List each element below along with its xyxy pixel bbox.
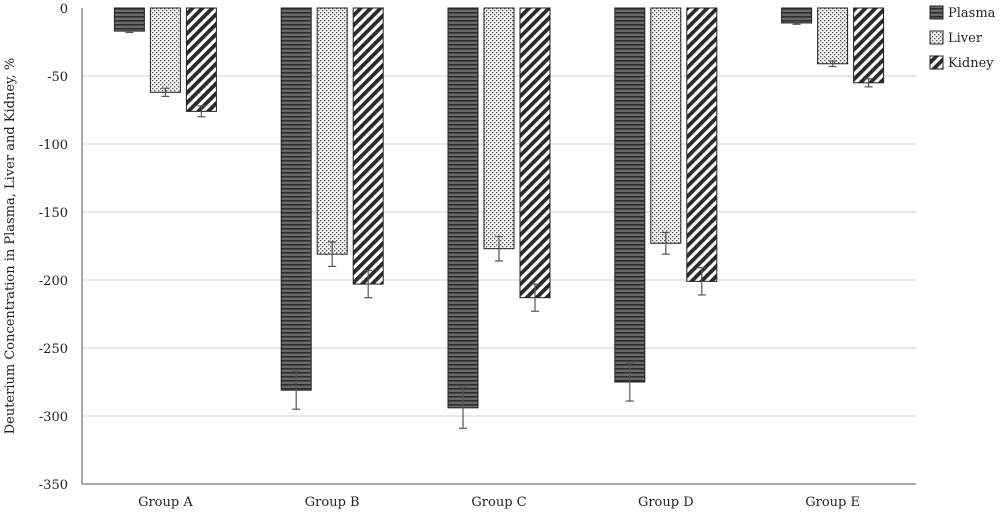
legend-label-liver: Liver (948, 31, 983, 46)
y-axis-label: Deuterium Concentration in Plasma, Liver… (3, 58, 18, 435)
axis-labels: 0 -50 -100 -150 -200 -250 -300 -350 Group A Group… (39, 2, 860, 510)
y-tick-label: -150 (39, 206, 68, 221)
bar-liver-group-a (149, 7, 181, 93)
bar-liver-group-c (483, 7, 515, 250)
bar-plasma-group-e (781, 7, 813, 24)
y-tick-label: -250 (39, 342, 68, 357)
legend-swatch-liver (929, 30, 944, 45)
bar-kidney-group-b (352, 7, 384, 285)
axes (81, 8, 916, 485)
bar-plasma-group-b (280, 7, 312, 391)
legend-label-kidney: Kidney (948, 56, 994, 71)
bar-liver-group-e (817, 7, 849, 65)
bar-kidney-group-a (185, 7, 217, 112)
bar-kidney-group-e (853, 7, 885, 84)
x-tick-label: Group E (805, 495, 860, 510)
y-tick-label: -300 (39, 410, 68, 425)
y-tick-label: -100 (39, 138, 68, 153)
y-tick-label: -200 (39, 274, 68, 289)
x-tick-label: Group C (471, 495, 526, 510)
bar-plasma-group-a (113, 7, 145, 32)
y-tick-label: 0 (60, 2, 68, 17)
y-tick-label: -350 (39, 478, 68, 493)
legend-swatch-plasma (929, 5, 944, 20)
bars (113, 7, 885, 429)
y-tick-label: -50 (47, 70, 68, 85)
legend: Plasma Liver Kidney (929, 5, 996, 71)
x-tick-label: Group B (305, 495, 360, 510)
bar-liver-group-b (316, 7, 348, 255)
bar-kidney-group-d (686, 7, 718, 282)
bar-liver-group-d (650, 7, 682, 244)
bar-plasma-group-d (614, 7, 646, 383)
bar-kidney-group-c (519, 7, 551, 299)
x-tick-label: Group A (138, 495, 193, 510)
x-tick-label: Group D (638, 495, 694, 510)
bar-plasma-group-c (447, 7, 479, 409)
legend-swatch-kidney (929, 55, 944, 70)
legend-label-plasma: Plasma (948, 6, 996, 21)
